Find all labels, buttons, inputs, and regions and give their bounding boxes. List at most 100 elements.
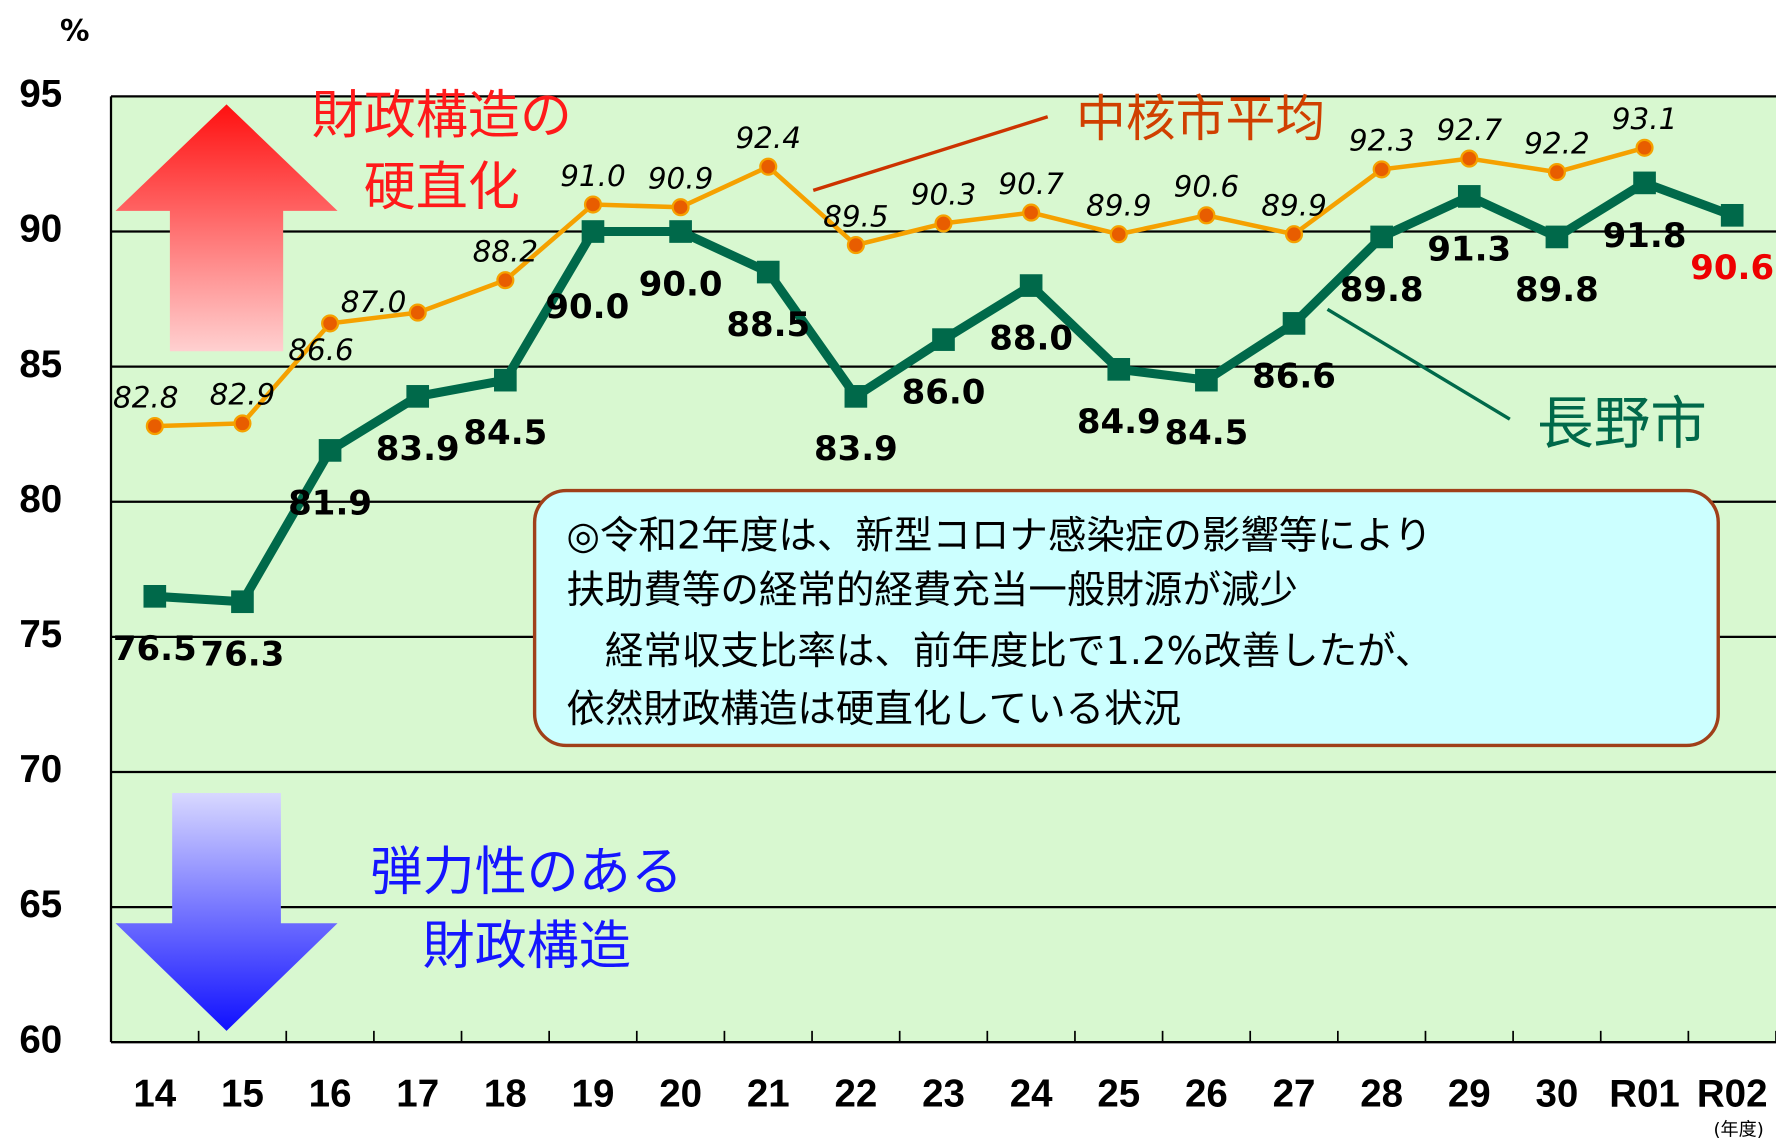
y-tick-label: 60 — [19, 1018, 62, 1061]
x-tick-label: 20 — [659, 1073, 702, 1116]
series-line — [154, 145, 1646, 429]
marker — [581, 220, 605, 243]
down-arrow — [115, 793, 338, 1031]
x-tick-label: 21 — [747, 1073, 790, 1116]
x-tick-label: 23 — [922, 1073, 965, 1116]
x-tick-label: 29 — [1448, 1073, 1491, 1116]
marker — [1372, 160, 1391, 179]
y-tick-label: 85 — [19, 343, 62, 386]
data-label: 88.2 — [473, 234, 539, 268]
marker — [1107, 358, 1131, 381]
marker — [1633, 171, 1656, 195]
data-label: 84.5 — [463, 413, 547, 453]
marker — [233, 414, 252, 433]
y-tick-label: 95 — [19, 73, 62, 116]
note-text: 依然財政構造は硬直化している状況 — [566, 687, 1181, 732]
data-label: 89.5 — [823, 199, 889, 233]
marker — [846, 235, 865, 255]
marker — [934, 214, 953, 233]
y-tick-label: 80 — [19, 478, 62, 521]
data-label: 90.3 — [911, 178, 977, 212]
data-label: 84.9 — [1077, 402, 1161, 442]
series-label: 長野市 — [1537, 391, 1707, 457]
data-label: 81.9 — [288, 483, 372, 523]
data-label: 76.5 — [113, 629, 197, 669]
data-label: 91.0 — [560, 159, 626, 193]
data-label: 90.6 — [1174, 170, 1240, 204]
marker — [1022, 203, 1041, 222]
marker — [408, 303, 427, 322]
data-label: 86.6 — [288, 333, 354, 367]
data-label: 84.5 — [1164, 413, 1248, 453]
marker — [1195, 368, 1218, 392]
data-label: 92.3 — [1349, 124, 1415, 158]
data-label: 91.8 — [1603, 216, 1687, 256]
flexible-label: 財政構造 — [422, 916, 630, 976]
x-tick-label: 27 — [1273, 1073, 1316, 1116]
y-tick-label: 70 — [19, 748, 62, 791]
data-label: 89.8 — [1340, 270, 1424, 310]
data-label: 83.9 — [376, 429, 460, 469]
marker — [583, 195, 603, 214]
marker — [1197, 206, 1216, 225]
data-label: 92.2 — [1524, 126, 1590, 160]
note-text: 扶助費等の経常的経費充当一般財源が減少 — [566, 568, 1298, 613]
data-label: 89.8 — [1515, 270, 1599, 310]
series-label: 中核市平均 — [1076, 90, 1325, 148]
x-tick-label: 15 — [221, 1073, 264, 1116]
marker — [321, 314, 340, 333]
leader-line — [812, 115, 1049, 193]
marker — [496, 271, 515, 290]
up-arrow — [115, 104, 338, 352]
note-text: ◎令和2年度は、新型コロナ感染症の影響等により — [566, 514, 1432, 559]
note-box — [532, 488, 1720, 748]
x-tick-label: 30 — [1536, 1073, 1579, 1116]
marker — [1019, 274, 1043, 297]
data-label: 91.3 — [1427, 229, 1511, 269]
data-label: 90.6 — [1690, 248, 1774, 288]
x-tick-label: 24 — [1010, 1073, 1053, 1116]
marker — [231, 590, 254, 614]
x-axis-label: (年度) — [1713, 1120, 1763, 1141]
marker — [1635, 138, 1654, 157]
data-label: 90.7 — [998, 167, 1064, 201]
x-tick-label: 14 — [133, 1073, 176, 1116]
x-tick-label: R01 — [1609, 1073, 1680, 1116]
marker — [756, 260, 780, 284]
data-label: 88.5 — [726, 305, 810, 345]
x-tick-label: 19 — [572, 1073, 615, 1116]
marker — [844, 385, 868, 408]
x-tick-label: 17 — [396, 1073, 439, 1116]
data-label: 89.9 — [1261, 189, 1327, 223]
marker — [1284, 225, 1304, 244]
data-label: 87.0 — [341, 285, 407, 319]
data-label: 86.6 — [1252, 356, 1336, 396]
data-label: 90.0 — [545, 287, 629, 327]
data-label: 90.0 — [639, 264, 723, 304]
x-tick-label: 18 — [484, 1073, 527, 1116]
x-tick-label: 16 — [309, 1073, 352, 1116]
marker — [932, 328, 955, 351]
rigid-label: 財政構造の — [312, 86, 572, 146]
data-label: 93.1 — [1612, 102, 1678, 136]
data-label: 76.3 — [201, 635, 285, 675]
marker — [1547, 163, 1566, 182]
marker — [318, 439, 342, 462]
y-axis-label: % — [60, 13, 90, 47]
marker — [1370, 225, 1393, 249]
marker — [1460, 149, 1479, 168]
marker — [1282, 312, 1306, 335]
flexible-label: 弾力性のある — [370, 843, 683, 903]
x-tick-label: 28 — [1360, 1073, 1403, 1116]
data-label: 82.9 — [210, 378, 276, 412]
marker — [1545, 225, 1569, 249]
data-label: 86.0 — [902, 372, 986, 412]
rigid-label: 硬直化 — [364, 157, 520, 217]
marker — [1457, 185, 1481, 208]
marker — [494, 368, 517, 392]
marker — [759, 157, 778, 176]
x-tick-label: 25 — [1097, 1073, 1140, 1116]
y-tick-label: 65 — [19, 883, 62, 926]
marker — [406, 385, 430, 408]
